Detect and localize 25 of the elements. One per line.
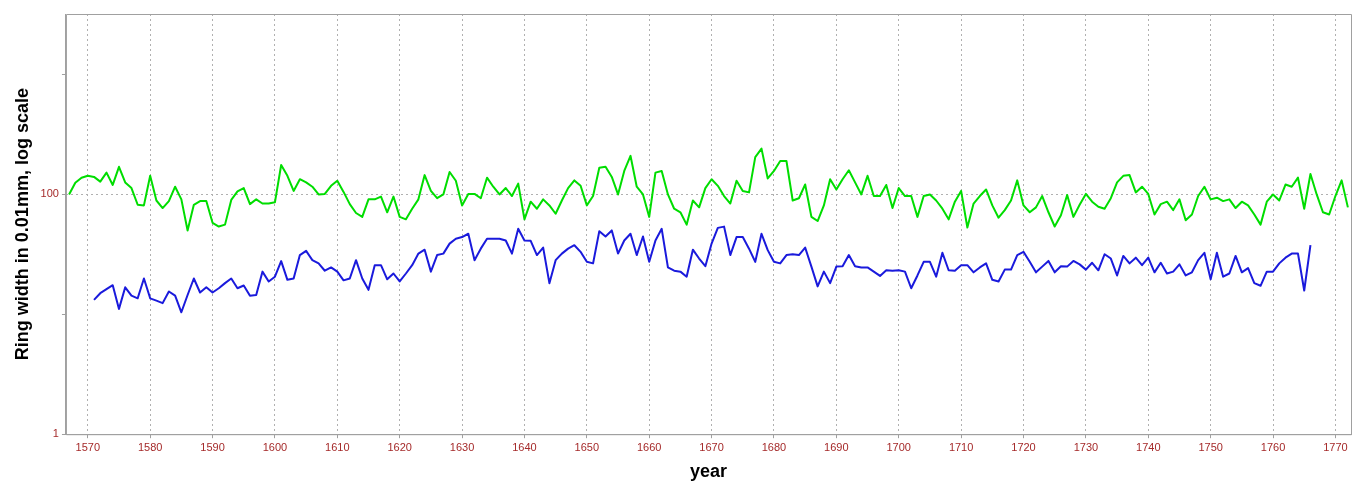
x-tick-label: 1620 — [387, 440, 412, 453]
x-axis-title: year — [689, 461, 727, 482]
x-tick-label: 1720 — [1011, 440, 1036, 453]
x-tick-label: 1710 — [948, 440, 974, 453]
y-tick-label: 1 — [52, 427, 59, 440]
y-axis-title: Ring width in 0.01mm, log scale — [11, 88, 32, 361]
x-tick-label: 1650 — [574, 440, 600, 453]
y-tick-label: 100 — [40, 187, 59, 200]
x-tick-label: 1600 — [262, 440, 288, 453]
x-tick-label: 1660 — [636, 440, 662, 453]
x-tick-label: 1690 — [824, 440, 849, 453]
x-tick-label: 1640 — [512, 440, 537, 453]
x-tick-label: 1590 — [200, 440, 225, 453]
x-tick-label: 1770 — [1323, 440, 1348, 453]
x-tick-label: 1760 — [1260, 440, 1286, 453]
x-tick-label: 1610 — [325, 440, 350, 453]
x-tick-label: 1750 — [1198, 440, 1223, 453]
x-tick-label: 1730 — [1073, 440, 1099, 453]
x-tick-label: 1580 — [137, 440, 163, 453]
x-tick-label: 1680 — [761, 440, 787, 453]
x-tick-label: 1570 — [75, 440, 101, 453]
x-tick-label: 1700 — [886, 440, 911, 453]
x-tick-label: 1740 — [1136, 440, 1161, 453]
x-tick-label: 1630 — [449, 440, 475, 453]
x-tick-label: 1670 — [699, 440, 724, 453]
